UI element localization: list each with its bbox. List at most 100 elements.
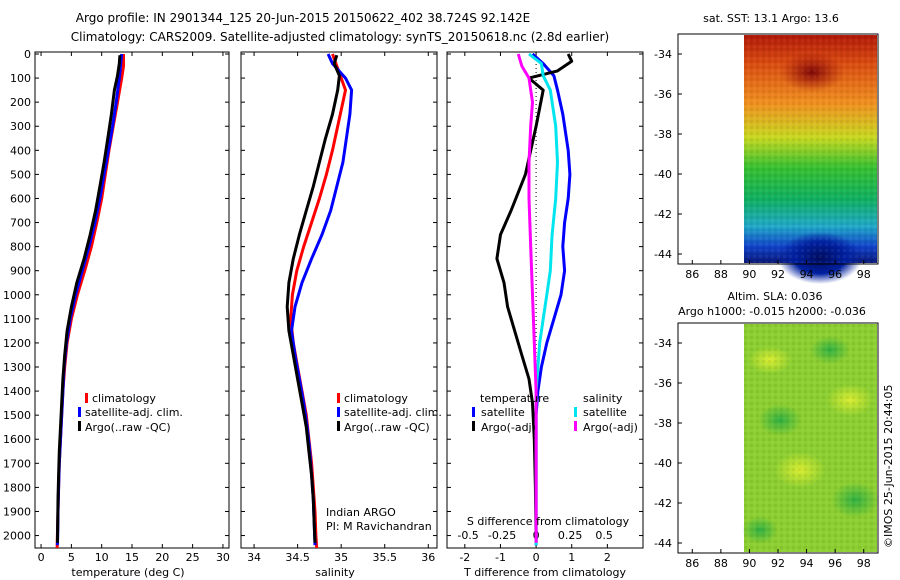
temperature-axes	[34, 51, 230, 549]
depth-tick-label: 1200	[3, 337, 31, 350]
temperature-series	[55, 53, 125, 548]
x-tick-label: 36	[421, 551, 435, 564]
sla-pixel-texture	[744, 324, 877, 552]
sst-map-title: sat. SST: 13.1 Argo: 13.6	[703, 12, 839, 25]
depth-tick-label: 1000	[3, 289, 31, 302]
map-x-tick-label: 86	[685, 557, 699, 570]
x-tick-label: 35	[334, 551, 348, 564]
depth-tick-label: 500	[10, 168, 31, 181]
legend-swatch-satellite	[78, 407, 81, 417]
series-line-argo-raw-qc-	[55, 55, 122, 543]
depth-tick-label: 300	[10, 120, 31, 133]
annotation-program: Indian ARGO	[326, 506, 396, 519]
map-x-tick-label: 86	[685, 268, 699, 281]
difference-x-axis: -2 -1 0 1 2 T difference from climatology -0.5…	[457, 52, 626, 579]
temperature-x-axis: 0 5 10 15 20 25 30 temperature (deg C)	[38, 52, 230, 579]
x-tick-label: 0	[38, 551, 45, 564]
legend-swatch-argo	[78, 421, 81, 431]
legend-label-satellite: satellite-adj. clim.	[85, 406, 183, 419]
map-y-tick-label: -34	[654, 48, 672, 61]
depth-tick-label: 1800	[3, 481, 31, 494]
series-line-climatology	[289, 53, 347, 548]
legend-title-salinity: salinity	[583, 392, 623, 405]
depth-tick-label: 900	[10, 265, 31, 278]
x-tick-label: -1	[495, 551, 506, 564]
depth-axis: 0 100 200 300 400 500 600 700 800 900 1000 1100 1200…	[3, 48, 643, 543]
series-line-temperature-satellite	[531, 52, 572, 546]
x-tick-label: 30	[216, 551, 230, 564]
map-y-tick-label: -40	[654, 457, 672, 470]
s-tick-label: -0.5	[457, 529, 478, 542]
depth-tick-label: 200	[10, 96, 31, 109]
legend-label-t-argo: Argo(-adj)	[481, 421, 536, 434]
x-tick-label: 34	[247, 551, 261, 564]
sla-map-axes: 86 88 90 92 94 96 98 -34 -36 -38 -40 -42 -44	[654, 337, 871, 570]
map-y-tick-label: -36	[654, 88, 672, 101]
depth-tick-label: 1300	[3, 361, 31, 374]
depth-tick-label: 2000	[3, 530, 31, 543]
temperature-legend: climatology satellite-adj. clim. Argo(..…	[78, 392, 183, 434]
legend-swatch-climatology	[337, 393, 340, 403]
depth-tick-label: 400	[10, 144, 31, 157]
legend-label-s-satellite: satellite	[583, 406, 627, 419]
x-tick-label: 5	[68, 551, 75, 564]
map-x-tick-label: 88	[714, 557, 728, 570]
legend-swatch-s-argo	[574, 421, 577, 431]
salinity-series	[285, 53, 354, 548]
depth-tick-label: 0	[24, 48, 31, 61]
difference-series	[495, 52, 574, 546]
legend-swatch-t-satellite	[472, 407, 475, 417]
x-tick-label: 35.5	[372, 551, 397, 564]
series-line-argo-raw-qc-	[285, 54, 341, 543]
x-tick-label: 1	[568, 551, 575, 564]
depth-tick-label: 1500	[3, 409, 31, 422]
x-axis-label: temperature (deg C)	[71, 566, 184, 579]
map-y-tick-label: -38	[654, 417, 672, 430]
map-x-tick-label: 94	[800, 557, 814, 570]
legend-label-climatology: climatology	[344, 392, 408, 405]
map-y-tick-label: -44	[654, 537, 672, 550]
s-tick-label: 0.5	[595, 529, 613, 542]
difference-axes	[446, 51, 644, 549]
depth-tick-label: 700	[10, 217, 31, 230]
x-tick-label: -2	[459, 551, 470, 564]
title-line1: Argo profile: IN 2901344_125 20-Jun-2015…	[76, 11, 530, 25]
x-tick-label: 20	[155, 551, 169, 564]
imos-credit: ©IMOS 25-Jun-2015 20:44:05	[882, 384, 895, 548]
annotation-pi: PI: M Ravichandran	[326, 520, 432, 533]
depth-tick-label: 600	[10, 192, 31, 205]
x-tick-label: 34.5	[285, 551, 310, 564]
map-x-tick-label: 98	[857, 557, 871, 570]
sla-map-title: Altim. SLA: 0.036	[727, 290, 822, 303]
map-x-tick-label: 92	[771, 268, 785, 281]
map-x-tick-label: 98	[857, 268, 871, 281]
x-tick-label: 25	[186, 551, 200, 564]
map-x-tick-label: 92	[771, 557, 785, 570]
x-tick-label: 10	[95, 551, 109, 564]
x-tick-label: 15	[125, 551, 139, 564]
depth-tick-label: 800	[10, 241, 31, 254]
x-axis-label: T difference from climatology	[463, 566, 626, 579]
legend-label-argo: Argo(..raw -QC)	[344, 421, 430, 434]
map-y-tick-label: -34	[654, 337, 672, 350]
legend-label-argo: Argo(..raw -QC)	[85, 421, 171, 434]
series-line-satellite-adj-clim-	[55, 53, 124, 546]
map-y-tick-label: -40	[654, 168, 672, 181]
depth-tick-label: 100	[10, 72, 31, 85]
map-x-tick-label: 96	[828, 268, 842, 281]
salinity-legend: climatology satellite-adj. clim. Argo(..…	[326, 392, 442, 533]
legend-label-satellite: satellite-adj. clim.	[344, 406, 442, 419]
sst-pixel-texture	[744, 35, 877, 263]
legend-label-s-argo: Argo(-adj)	[583, 421, 638, 434]
map-x-tick-label: 96	[828, 557, 842, 570]
legend-swatch-s-satellite	[574, 407, 577, 417]
legend-title-temperature: temperature	[480, 392, 549, 405]
s-tick-label: -0.25	[488, 529, 516, 542]
depth-tick-label: 1600	[3, 433, 31, 446]
legend-swatch-t-argo	[472, 421, 475, 431]
s-difference-label: S difference from climatology	[467, 515, 630, 528]
map-y-tick-label: -42	[654, 497, 672, 510]
x-axis-label: salinity	[315, 566, 355, 579]
